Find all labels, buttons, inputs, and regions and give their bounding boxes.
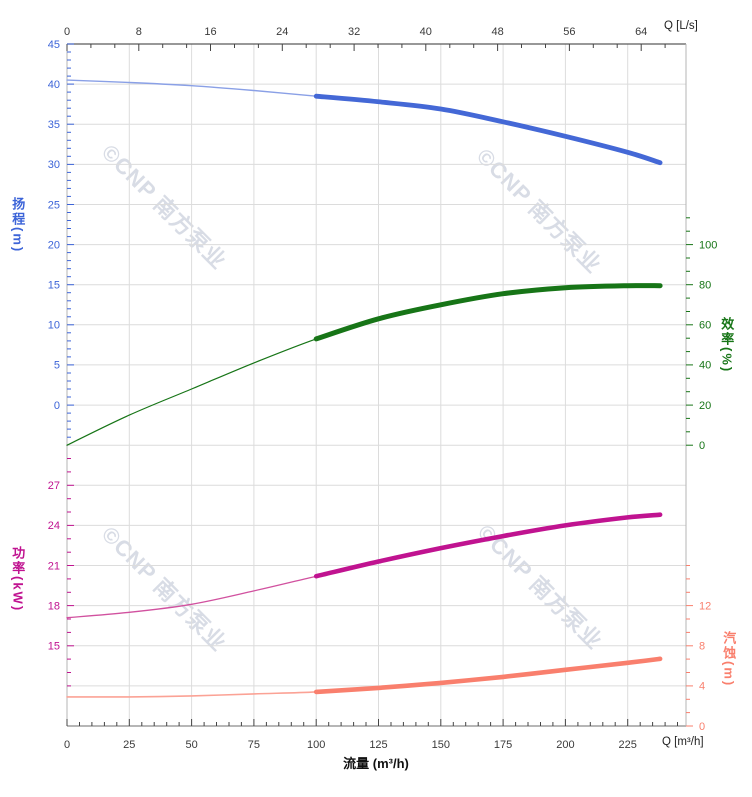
curve-head-rated: [313, 93, 663, 166]
svg-text:48: 48: [491, 26, 503, 38]
svg-text:8: 8: [699, 641, 705, 653]
svg-text:225: 225: [619, 739, 637, 751]
svg-text:50: 50: [185, 739, 197, 751]
svg-text:27: 27: [48, 480, 60, 492]
svg-text:0: 0: [64, 739, 70, 751]
svg-text:20: 20: [48, 239, 60, 251]
curve-efficiency-rated: [313, 283, 663, 342]
svg-text:175: 175: [494, 739, 512, 751]
axis-ticks: [66, 43, 693, 727]
axis-tick-labels: 0 8 16 24 32 40 48 56 640 25 50 75 100 125 150 175 200 22…: [48, 26, 718, 751]
svg-text:21: 21: [48, 560, 60, 572]
svg-text:12: 12: [699, 600, 711, 612]
svg-text:32: 32: [348, 26, 360, 38]
curve-power-rated: [313, 512, 663, 579]
plot-borders: [66, 43, 687, 727]
svg-text:10: 10: [48, 320, 60, 332]
svg-text:25: 25: [48, 199, 60, 211]
svg-text:16: 16: [204, 26, 216, 38]
svg-text:18: 18: [48, 600, 60, 612]
svg-text:35: 35: [48, 119, 60, 131]
svg-text:100: 100: [307, 739, 325, 751]
curve-npsh-rated: [313, 656, 663, 695]
svg-text:0: 0: [54, 400, 60, 412]
svg-text:64: 64: [635, 26, 647, 38]
svg-text:80: 80: [699, 280, 711, 292]
svg-text:30: 30: [48, 159, 60, 171]
svg-text:40: 40: [420, 26, 432, 38]
top-axis-unit-label: Q [L/s]: [664, 20, 698, 32]
svg-text:15: 15: [48, 641, 60, 653]
svg-text:150: 150: [432, 739, 450, 751]
svg-text:125: 125: [369, 739, 387, 751]
svg-text:40: 40: [48, 79, 60, 91]
svg-text:0: 0: [699, 721, 705, 733]
gridlines: [67, 44, 686, 726]
svg-text:4: 4: [699, 681, 705, 693]
svg-text:24: 24: [48, 520, 60, 532]
svg-text:5: 5: [54, 360, 60, 372]
svg-text:60: 60: [699, 320, 711, 332]
svg-text:40: 40: [699, 360, 711, 372]
svg-text:15: 15: [48, 280, 60, 292]
svg-text:25: 25: [123, 739, 135, 751]
x-axis-title: 流量 (m³/h): [343, 756, 409, 771]
svg-text:0: 0: [64, 26, 70, 38]
head-axis-title: 扬程(m): [10, 197, 26, 254]
power-axis-title: 功率(kW): [10, 546, 26, 613]
svg-text:56: 56: [563, 26, 575, 38]
svg-text:20: 20: [699, 400, 711, 412]
efficiency-axis-title: 效率(%): [719, 317, 735, 374]
svg-text:200: 200: [556, 739, 574, 751]
curve-npsh-thin: [66, 658, 661, 698]
bottom-axis-unit-label: Q [m³/h]: [662, 736, 704, 748]
svg-text:24: 24: [276, 26, 288, 38]
svg-text:75: 75: [248, 739, 260, 751]
svg-text:100: 100: [699, 239, 717, 251]
curve-head-thin: [66, 79, 661, 164]
svg-text:0: 0: [699, 440, 705, 452]
npsh-axis-title: 汽蚀(m): [721, 631, 737, 688]
svg-text:45: 45: [48, 39, 60, 51]
svg-text:8: 8: [136, 26, 142, 38]
curves: [66, 79, 663, 698]
